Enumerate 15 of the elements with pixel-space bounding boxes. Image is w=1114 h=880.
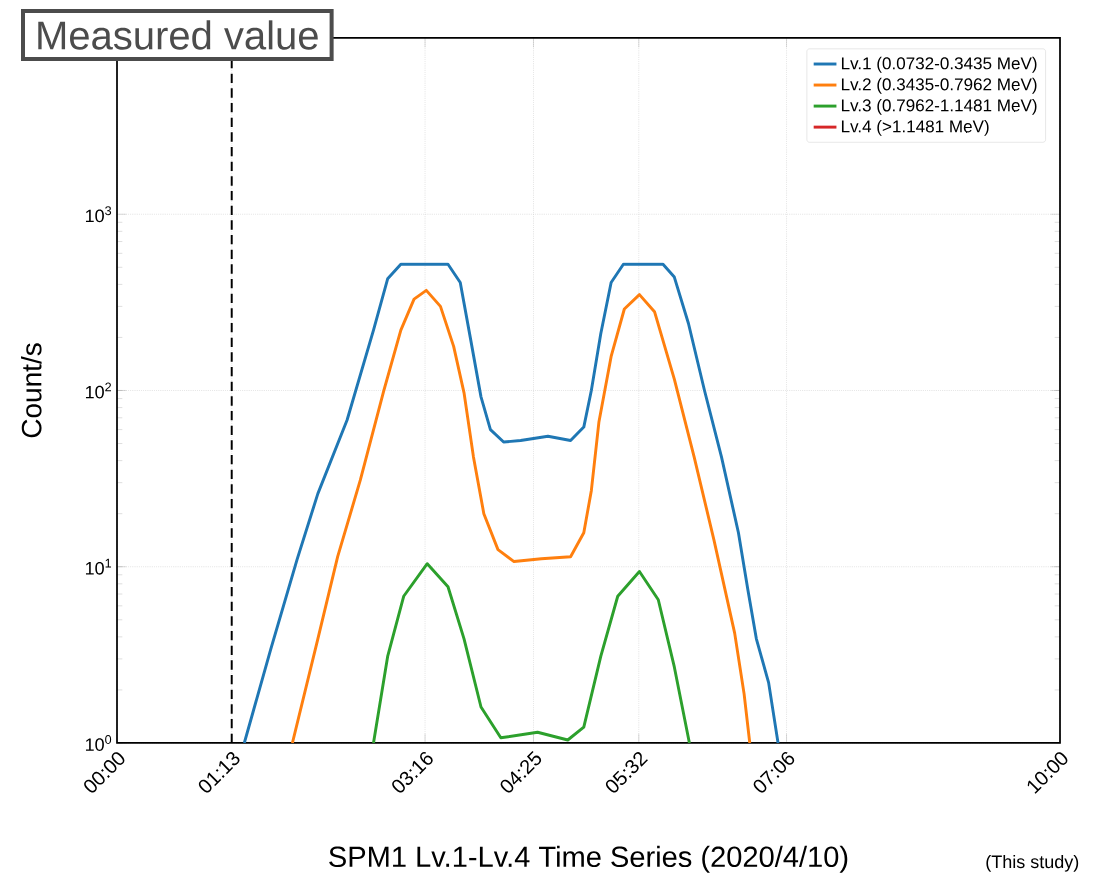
line-series <box>290 288 752 743</box>
y-axis-title: Count/s <box>21 343 42 438</box>
x-axis-title: SPM1 Lv.1-Lv.4 Time Series (2020/4/10) <box>329 845 848 873</box>
legend-label: Lv.1 (0.0732-0.3435 MeV) <box>841 56 1037 73</box>
y-tick-label: 10$^{2}$ <box>85 382 111 399</box>
text: (This study) <box>986 854 1079 872</box>
line-series <box>372 562 691 743</box>
legend-label: Lv.4 (>1.1481 MeV) <box>841 119 989 136</box>
y-tick-label: 10$^{0}$ <box>85 735 112 751</box>
y-tick-label: 10$^{3}$ <box>85 206 112 223</box>
annotation: Measured value <box>38 20 318 50</box>
legend-label: Lv.3 (0.7962-1.1481 MeV) <box>841 98 1037 115</box>
line-series <box>242 262 780 743</box>
legend-label: Lv.2 (0.3435-0.7962 MeV) <box>841 77 1037 94</box>
y-tick-label: 10$^{1}$ <box>85 558 112 575</box>
